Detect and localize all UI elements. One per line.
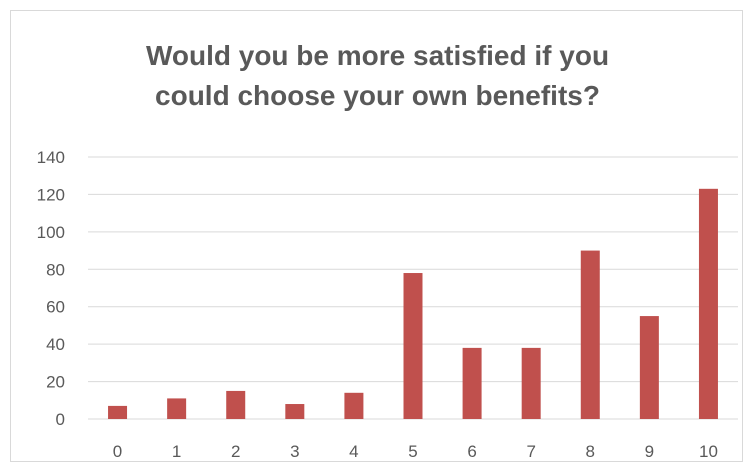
y-tick-label: 60 — [46, 298, 65, 317]
chart-frame — [10, 10, 743, 462]
y-tick-label: 140 — [37, 148, 65, 167]
x-tick-label: 10 — [699, 442, 718, 461]
y-tick-label: 0 — [56, 410, 65, 429]
x-tick-label: 7 — [526, 442, 535, 461]
bar-7 — [521, 347, 541, 419]
chart-title-line-1: Would you be more satisfied if you — [145, 40, 610, 71]
bar-1 — [167, 398, 187, 419]
x-tick-label: 0 — [113, 442, 122, 461]
bar-9 — [639, 316, 659, 419]
x-tick-label: 9 — [645, 442, 654, 461]
bar-5 — [403, 273, 423, 419]
y-tick-label: 80 — [46, 260, 65, 279]
y-tick-label: 40 — [46, 335, 65, 354]
x-tick-label: 4 — [349, 442, 358, 461]
y-tick-label: 120 — [37, 185, 65, 204]
bar-2 — [226, 390, 246, 419]
y-tick-label: 20 — [46, 373, 65, 392]
x-tick-label: 2 — [231, 442, 240, 461]
x-tick-label: 8 — [586, 442, 595, 461]
bars — [108, 188, 718, 419]
x-axis: 0 1 2 3 4 5 6 7 8 9 10 — [113, 442, 718, 461]
chart-title: Would you be more satisfied if you could… — [10, 36, 745, 116]
x-tick-label: 5 — [408, 442, 417, 461]
bar-10 — [698, 188, 718, 419]
chart-title-line-2: could choose your own benefits? — [155, 80, 600, 111]
x-tick-label: 6 — [467, 442, 476, 461]
bar-0 — [108, 405, 128, 419]
y-axis: 0 20 40 60 80 100 120 140 — [37, 148, 65, 429]
x-tick-label: 3 — [290, 442, 299, 461]
y-tick-label: 100 — [37, 223, 65, 242]
x-tick-label: 1 — [172, 442, 181, 461]
bar-3 — [285, 404, 305, 419]
bar-4 — [344, 392, 364, 419]
bar-6 — [462, 347, 482, 419]
bar-8 — [580, 250, 600, 419]
